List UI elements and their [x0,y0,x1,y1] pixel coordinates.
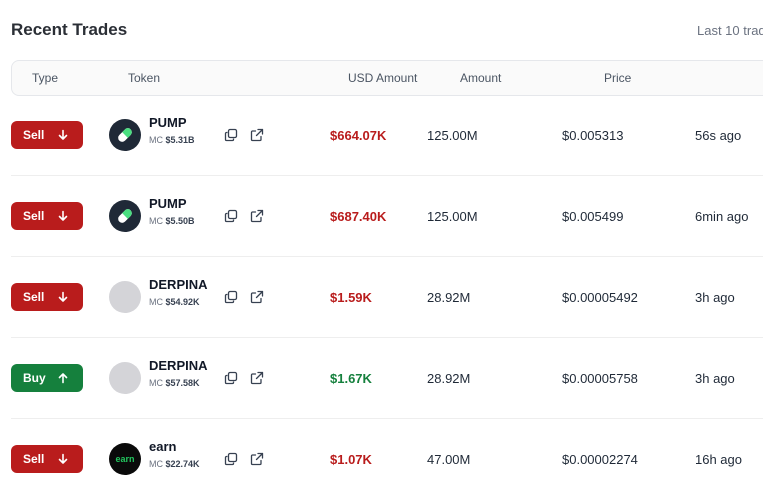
row-divider [11,175,763,176]
placeholder-avatar-icon [109,281,141,313]
external-link-icon[interactable] [250,128,264,147]
price: $0.005313 [562,128,624,143]
column-usd-amount: USD Amount [348,71,418,85]
trade-age: 16h ago [695,452,742,467]
token-amount: 28.92M [427,371,471,386]
column-token: Token [128,71,161,85]
market-cap: MC $5.50B [149,216,195,226]
table-row[interactable]: Buy DERPINA MC $57.58K $1.67K 28.92M $0.00005… [0,338,763,419]
row-divider [11,337,763,338]
arrow-down-icon [53,453,69,465]
external-link-icon[interactable] [250,452,264,471]
external-link-icon[interactable] [250,290,264,309]
row-divider [11,256,763,257]
token-amount: 28.92M [427,290,471,305]
trade-age: 3h ago [695,371,735,386]
earn-logo-icon: earn [109,443,141,475]
trade-age: 3h ago [695,290,735,305]
placeholder-avatar-icon [109,362,141,394]
price: $0.00005492 [562,290,638,305]
trade-age: 6min ago [695,209,749,224]
copy-icon[interactable] [224,209,238,228]
copy-icon[interactable] [224,452,238,471]
side-label: Sell [23,128,45,142]
side-label: Sell [23,209,45,223]
market-cap: MC $57.58K [149,378,200,388]
sell-badge: Sell [11,283,83,311]
earn-logo-text: earn [115,454,135,464]
price: $0.00005758 [562,371,638,386]
token-name[interactable]: DERPINA [149,277,208,292]
side-label: Sell [23,290,45,304]
usd-amount: $664.07K [330,128,387,143]
pill-logo-icon [109,200,141,232]
price: $0.005499 [562,209,624,224]
arrow-down-icon [53,291,69,303]
token-amount: 125.00M [427,209,478,224]
side-label: Buy [23,371,46,385]
usd-amount: $687.40K [330,209,387,224]
arrow-down-icon [53,210,69,222]
row-divider [11,418,763,419]
copy-icon[interactable] [224,290,238,309]
usd-amount: $1.67K [330,371,372,386]
market-cap: MC $22.74K [149,459,200,469]
table-row[interactable]: Sell PUMP MC $5.31B $664.07K 125.00M $0.00531… [0,95,763,176]
token-name[interactable]: PUMP [149,115,187,130]
price: $0.00002274 [562,452,638,467]
market-cap: MC $54.92K [149,297,200,307]
table-row[interactable]: Sell earn earn MC $22.74K $1.07K 47.00M $0.000… [0,419,763,500]
token-name[interactable]: earn [149,439,177,454]
sell-badge: Sell [11,445,83,473]
trade-age: 56s ago [695,128,742,143]
page-title: Recent Trades [11,20,128,39]
pill-logo-icon [109,119,141,151]
usd-amount: $1.59K [330,290,372,305]
usd-amount: $1.07K [330,452,372,467]
token-amount: 125.00M [427,128,478,143]
arrow-down-icon [53,129,69,141]
side-label: Sell [23,452,45,466]
external-link-icon[interactable] [250,371,264,390]
external-link-icon[interactable] [250,209,264,228]
buy-badge: Buy [11,364,83,392]
table-header: Type Token USD Amount Amount Price [11,60,763,96]
sell-badge: Sell [11,202,83,230]
column-amount: Amount [460,71,502,85]
table-row[interactable]: Sell DERPINA MC $54.92K $1.59K 28.92M $0.0000… [0,257,763,338]
market-cap: MC $5.31B [149,135,195,145]
token-name[interactable]: PUMP [149,196,187,211]
trades-count-label: Last 10 trades [697,23,763,38]
token-name[interactable]: DERPINA [149,358,208,373]
copy-icon[interactable] [224,128,238,147]
sell-badge: Sell [11,121,83,149]
copy-icon[interactable] [224,371,238,390]
table-row[interactable]: Sell PUMP MC $5.50B $687.40K 125.00M $0.00549… [0,176,763,257]
arrow-up-icon [53,372,69,384]
column-type: Type [32,71,59,85]
column-price: Price [604,71,632,85]
token-amount: 47.00M [427,452,471,467]
